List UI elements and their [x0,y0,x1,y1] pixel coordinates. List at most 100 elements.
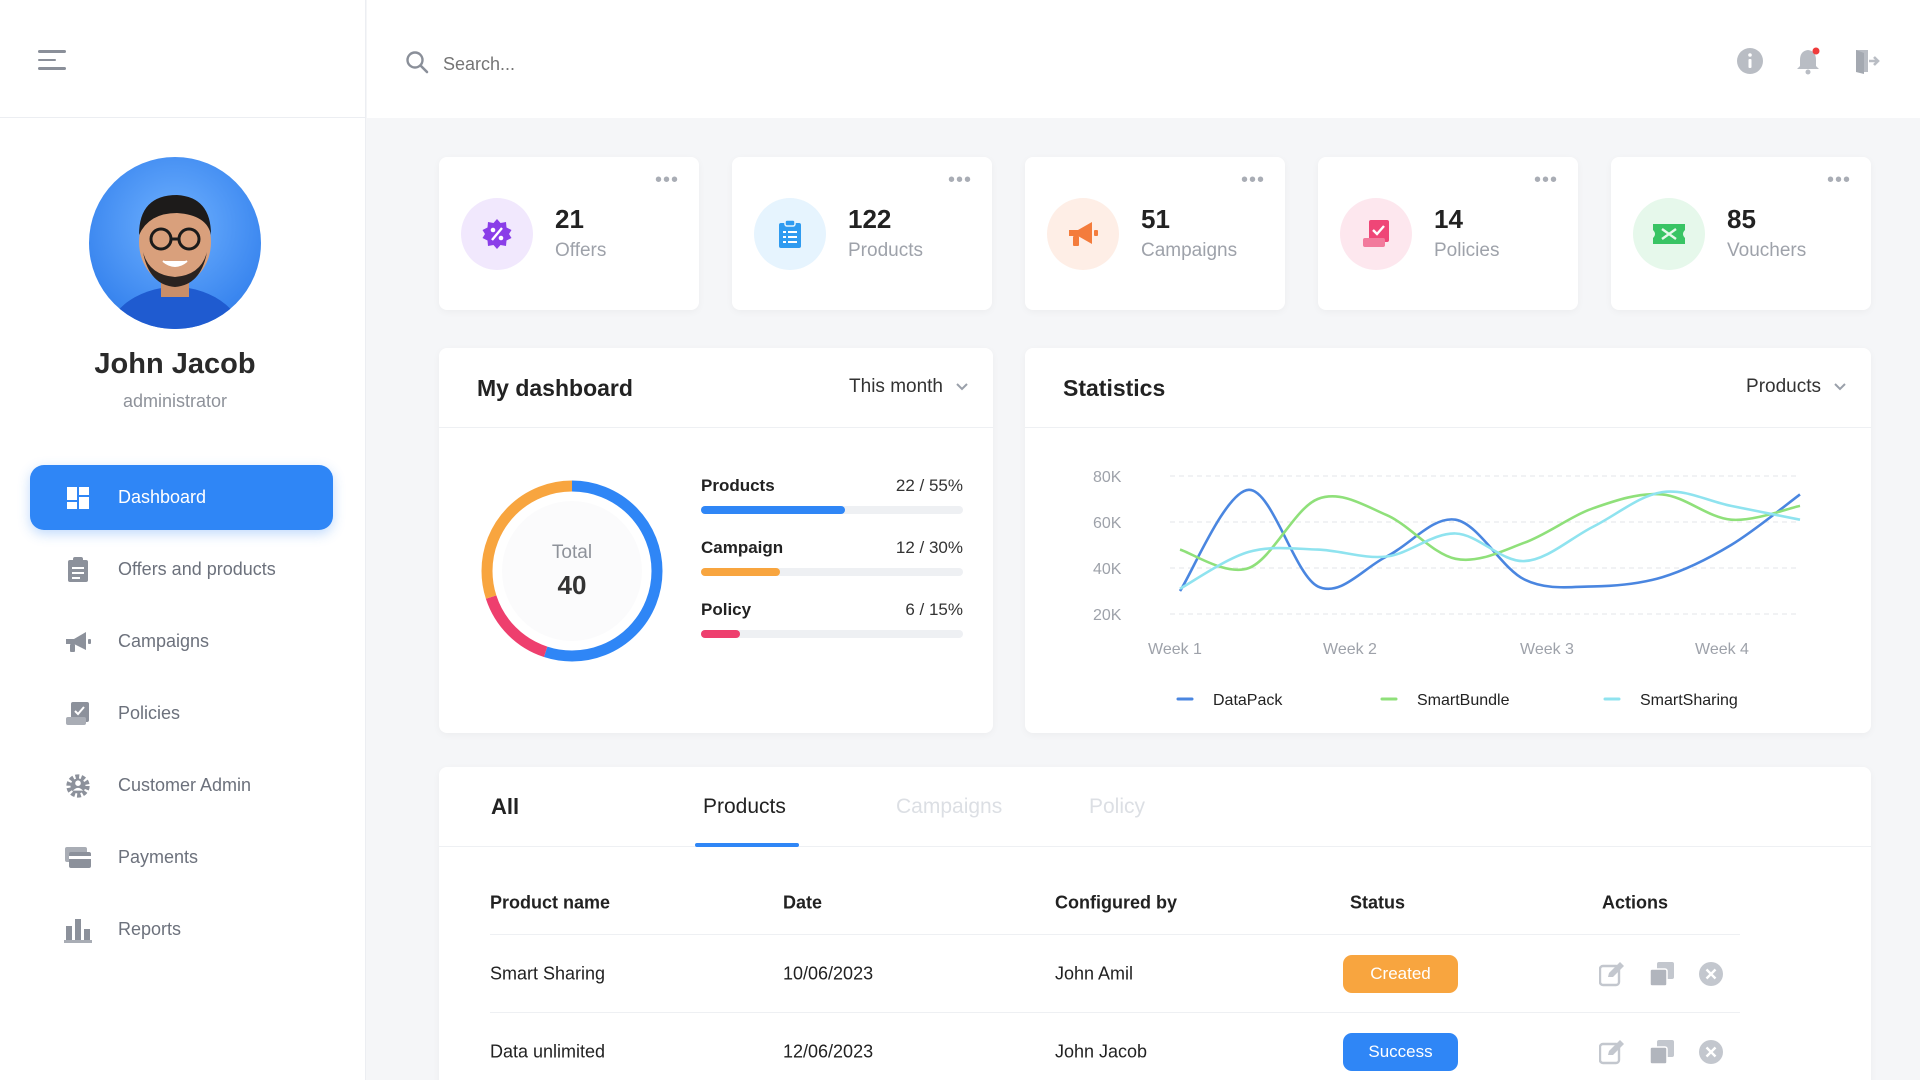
progress-name: Campaign [701,538,784,557]
progress-item-products: Products 22 / 55% [701,476,963,514]
stat-label: Campaigns [1141,240,1238,261]
x-tick-label: Week 3 [1520,641,1574,658]
y-tick-label: 80K [1093,469,1122,486]
policy-icon [1340,198,1412,270]
more-options-icon[interactable]: ••• [654,169,679,191]
sidebar-item-label: Payments [118,847,199,867]
statistics-filter-select[interactable]: Products [1746,376,1847,398]
progress-name: Policy [701,600,752,619]
donut-inner [502,501,642,641]
period-select[interactable]: This month [849,376,969,398]
progress-item-policy: Policy 6 / 15% [701,600,963,638]
column-header: Actions [1602,892,1669,912]
progress-list: Products 22 / 55% Campaign 12 / 30% Policy… [701,476,963,662]
cell-date: 12/06/2023 [783,1041,874,1062]
info-icon[interactable] [1736,47,1764,75]
donut-segment-campaign [481,480,663,662]
sidebar-item-label: Policies [118,703,181,723]
dashboard-icon [64,484,92,512]
stat-label: Products [848,240,923,261]
sidebar-item-reports[interactable]: Reports [30,897,333,962]
avatar[interactable] [89,157,261,329]
status-badge[interactable]: Success [1343,1033,1458,1071]
column-header: Configured by [1055,892,1177,912]
cell-product-name: Data unlimited [490,1041,606,1062]
legend-label[interactable]: SmartBundle [1417,692,1510,709]
tab-campaigns[interactable]: Campaigns [896,795,1003,818]
donut-svg [481,480,663,662]
logout-icon[interactable] [1852,47,1880,75]
my-dashboard-panel: My dashboard This month Total 40 Product… [439,348,993,733]
copy-icon[interactable] [1649,961,1675,987]
search-icon[interactable] [405,50,429,79]
delete-icon[interactable] [1698,1039,1724,1065]
stat-label: Policies [1434,240,1500,261]
top-header [367,0,1920,118]
sidebar-item-payments[interactable]: Payments [30,825,333,890]
donut-total-value: 40 [557,569,587,600]
y-tick-label: 40K [1093,561,1122,578]
sidebar-item-offers-and-products[interactable]: Offers and products [30,537,333,602]
progress-name: Products [701,476,775,495]
search-bar [405,50,843,79]
tab-all[interactable]: All [491,794,520,819]
statistics-filter-value: Products [1746,376,1821,397]
more-options-icon[interactable]: ••• [1826,169,1851,191]
sidebar-item-label: Campaigns [118,631,210,651]
chevron-down-icon [1833,376,1847,398]
cell-product-name: Smart Sharing [490,963,606,983]
copy-icon[interactable] [1649,1039,1675,1065]
stat-value: 14 [1434,204,1463,234]
sidebar-item-dashboard[interactable]: Dashboard [30,465,333,530]
stat-label: Offers [555,240,607,261]
percent-badge-icon [461,198,533,270]
active-tab-indicator [695,843,799,847]
panel-title: Statistics [1063,375,1166,401]
sidebar-item-label: Customer Admin [118,775,252,795]
column-header: Product name [490,892,611,912]
series-line-smartsharing [1179,490,1801,590]
sidebar-item-label: Reports [118,919,182,939]
status-badge[interactable]: Created [1343,954,1458,993]
column-header: Date [783,892,823,912]
donut-chart: Total 40 [477,476,667,666]
sidebar-item-campaigns[interactable]: Campaigns [30,609,333,674]
stat-card-offers[interactable]: ••• 21 Offers [439,157,699,310]
delete-icon[interactable] [1698,961,1724,987]
edit-icon[interactable] [1599,961,1625,987]
legend-label[interactable]: DataPack [1213,692,1283,709]
stat-value: 21 [555,204,584,234]
sidebar-item-policies[interactable]: Policies [30,681,333,746]
more-options-icon[interactable]: ••• [947,169,972,191]
donut-total-label: Total [551,541,593,563]
progress-fill [701,568,780,576]
megaphone-icon [1047,198,1119,270]
donut-center: Total 40 [477,476,667,666]
sidebar-item-label: Dashboard [118,487,207,507]
stat-card-vouchers[interactable]: ••• 85 Vouchers [1611,157,1871,310]
stat-card-campaigns[interactable]: ••• 51 Campaigns [1025,157,1285,310]
cell-configured-by: John Jacob [1055,1041,1148,1062]
table-header-row: Product name Date Configured by Status A… [490,871,1740,935]
search-input[interactable] [443,54,843,75]
stat-label: Vouchers [1727,240,1807,261]
period-select-value: This month [849,376,943,397]
sidebar: John Jacob administrator Dashboard Offer… [0,0,366,1080]
progress-value: 6 / 15% [905,600,963,619]
more-options-icon[interactable]: ••• [1240,169,1265,191]
legend-label[interactable]: SmartSharing [1640,692,1738,709]
stat-card-policies[interactable]: ••• 14 Policies [1318,157,1578,310]
more-options-icon[interactable]: ••• [1533,169,1558,191]
tab-policy[interactable]: Policy [1089,795,1146,818]
sidebar-item-customer-admin[interactable]: Customer Admin [30,753,333,818]
stat-card-products[interactable]: ••• 122 Products [732,157,992,310]
notification-bell-icon[interactable] [1794,47,1822,75]
series-line-smartbundle [1179,492,1801,571]
progress-value: 22 / 55% [895,476,963,495]
chevron-down-icon [955,376,969,398]
series-line-datapack [1178,488,1801,592]
menu-icon[interactable] [38,50,66,72]
sidebar-top [0,0,365,118]
edit-icon[interactable] [1599,1039,1625,1065]
tab-products[interactable]: Products [703,795,786,818]
